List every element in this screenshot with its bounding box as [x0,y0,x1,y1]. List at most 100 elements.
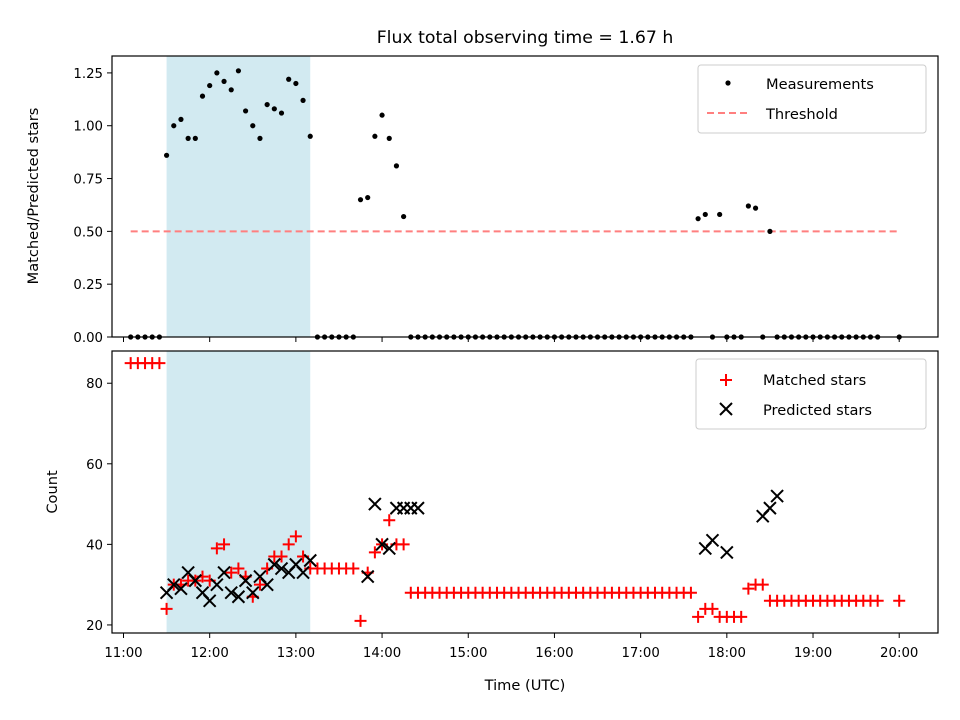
predicted-star-point [224,586,238,600]
matched-star-point [893,594,906,607]
matched-star-point [706,602,719,615]
measurement-point [767,228,773,234]
top-x-ticks [122,337,900,342]
legend-matched-marker [720,374,732,386]
predicted-star-point [217,565,231,580]
predicted-star-point [238,573,253,588]
y-tick-label: 0.50 [73,225,103,240]
matched-star-point [275,550,288,563]
measurement-point [745,203,751,209]
measurement-point [379,112,385,118]
measurement-point [214,70,220,76]
matched-star-point [210,542,223,555]
predicted-star-point [260,577,274,592]
matched-star-point [756,578,769,591]
top-points [128,68,902,340]
measurement-point [242,108,249,114]
predicted-star-point [274,561,289,576]
measurement-point [235,68,242,74]
predicted-star-point [360,569,375,584]
measurement-point [307,133,313,139]
legend-measurements-marker [725,80,731,86]
matched-star-point [871,594,884,607]
predicted-star-point [705,533,720,548]
legend-predicted-marker [719,402,733,416]
bottom-plot-frame [111,350,939,634]
measurement-point [178,116,184,122]
x-tick-label: 13:00 [277,646,315,661]
matched-star-point [735,610,748,623]
measurement-point [163,152,170,158]
legend-predicted-label: Predicted stars [763,402,872,419]
y-tick-label: 0.25 [73,278,103,293]
bottom-legend-box [695,358,927,430]
matched-star-point [253,578,266,591]
predicted-star-point [167,577,181,592]
measurement-point [372,133,378,139]
matched-star-point [282,538,295,551]
x-tick-label: 14:00 [363,646,401,661]
measurement-point [185,135,191,141]
measurement-point [717,211,723,218]
predicted-star-point [411,501,425,515]
predicted-star-point [174,581,188,596]
predicted-star-point [382,541,396,556]
matched-star-point [289,530,302,543]
measurement-point [257,135,263,141]
measurement-point [221,78,227,84]
predicted-star-point [202,594,217,608]
measurement-point [357,197,364,203]
measurement-point [199,93,206,99]
predicted-star-point [375,537,389,552]
matched-points [124,357,906,627]
matched-star-point [225,566,238,579]
top-panel: 0.00 0.25 0.50 0.75 1.00 1.25 Flux total obse… [25,28,939,346]
predicted-star-point [303,553,317,568]
predicted-star-point [720,545,734,560]
measurement-point [702,211,708,218]
matched-star-point [397,538,410,551]
matched-star-point [160,602,173,615]
measurement-point [393,163,400,169]
top-legend: Measurements Threshold [697,64,927,134]
y-tick-label: 60 [86,458,103,473]
measurement-point [250,123,256,129]
bottom-x-ticks: 11:00 12:00 13:00 14:00 15:00 16:00 17:00 18:00… [104,633,918,661]
x-tick-label: 12:00 [191,646,229,661]
matched-star-point [742,582,755,595]
measurement-point [228,87,234,93]
matched-star-point [218,538,231,551]
matched-star-point [692,610,705,623]
x-axis-label: Time (UTC) [484,677,566,694]
x-tick-label: 16:00 [535,646,573,661]
matched-star-point [383,514,396,527]
x-tick-label: 19:00 [794,646,832,661]
chart-title: Flux total observing time = 1.67 h [377,28,674,48]
legend-threshold-label: Threshold [765,106,838,123]
y-tick-label: 0.00 [73,331,103,346]
predicted-star-point [763,501,777,515]
legend-matched-label: Matched stars [763,372,866,389]
predicted-star-point [188,573,203,588]
y-tick-label: 0.75 [73,173,103,188]
predicted-star-point [210,577,224,592]
y-tick-label: 1.25 [73,67,103,82]
top-y-ticks: 0.00 0.25 0.50 0.75 1.00 1.25 [73,67,112,346]
bottom-shaded-span [166,351,311,633]
measurement-point [386,135,392,141]
measurement-point [264,101,270,108]
measurement-point [293,80,299,87]
bottom-legend: Matched stars Predicted stars [695,358,927,430]
predicted-star-point [770,489,784,503]
top-y-axis-label: Matched/Predicted stars [25,108,42,285]
x-tick-label: 11:00 [104,646,142,661]
matched-star-point [232,562,245,575]
predicted-star-point [296,565,310,580]
bottom-y-ticks: 20 40 60 80 [86,377,112,634]
measurement-point [286,76,292,82]
top-shaded-span [166,56,311,337]
measurement-point [271,106,277,112]
x-tick-label: 20:00 [880,646,918,661]
